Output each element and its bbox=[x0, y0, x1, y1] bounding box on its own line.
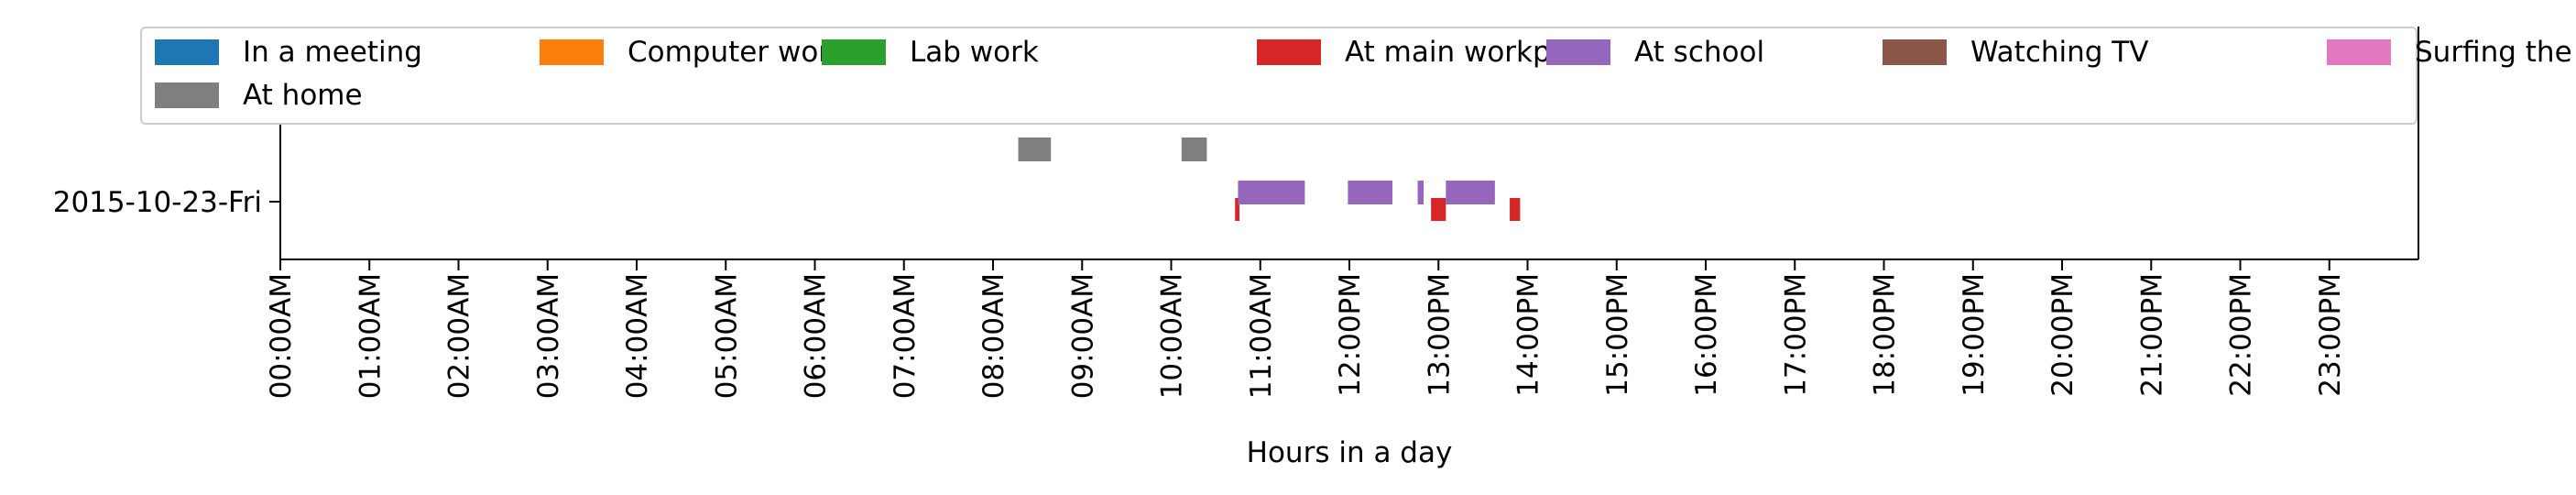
legend-item: Surfing the internet bbox=[2327, 36, 2576, 69]
bar-at-school bbox=[1238, 181, 1305, 204]
legend-swatch bbox=[1257, 39, 1321, 65]
x-tick-label: 18:00PM bbox=[1869, 273, 1902, 397]
legend-label: Lab work bbox=[910, 36, 1039, 69]
legend-swatch bbox=[540, 39, 604, 65]
bar-at-main-workplace bbox=[1431, 198, 1446, 221]
legend: In a meeting Computer work Lab work At main… bbox=[140, 27, 2576, 125]
legend-item: Lab work bbox=[822, 36, 1039, 69]
legend-swatch bbox=[1546, 39, 1610, 65]
legend-label: Computer work bbox=[628, 36, 846, 69]
legend-item: At home bbox=[155, 79, 363, 112]
x-tick-label: 07:00AM bbox=[889, 273, 922, 399]
x-tick-label: 08:00AM bbox=[977, 273, 1010, 399]
legend-swatch bbox=[155, 39, 219, 65]
x-tick-label: 09:00AM bbox=[1066, 273, 1099, 399]
x-tick-label: 00:00AM bbox=[265, 273, 298, 399]
x-tick-label: 03:00AM bbox=[532, 273, 565, 399]
legend-item: At school bbox=[1546, 36, 1764, 69]
x-axis-ticks: 00:00AM 01:00AM 02:00AM 03:00AM 04:00AM 05:00… bbox=[265, 259, 2347, 399]
x-tick-label: 14:00PM bbox=[1512, 273, 1545, 397]
bar-at-school bbox=[1417, 181, 1424, 204]
legend-label: At school bbox=[1634, 36, 1765, 69]
x-tick-label: 05:00AM bbox=[710, 273, 743, 399]
legend-swatch bbox=[2327, 39, 2391, 65]
x-tick-label: 01:00AM bbox=[354, 273, 387, 399]
x-tick-label: 10:00AM bbox=[1156, 273, 1189, 399]
x-tick-label: 23:00PM bbox=[2314, 273, 2347, 397]
bar-at-main-workplace bbox=[1235, 198, 1240, 221]
bar-at-school bbox=[1348, 181, 1393, 204]
legend-swatch bbox=[822, 39, 886, 65]
x-tick-label: 21:00PM bbox=[2135, 273, 2168, 397]
x-tick-label: 16:00PM bbox=[1690, 273, 1723, 397]
bar-at-main-workplace bbox=[1510, 198, 1521, 221]
activity-bars bbox=[1018, 138, 1521, 221]
x-tick-label: 19:00PM bbox=[1958, 273, 1991, 397]
y-axis-ticks: 2015-10-23-Fri bbox=[53, 186, 280, 219]
x-tick-label: 20:00PM bbox=[2047, 273, 2079, 397]
bar-at-home bbox=[1018, 138, 1052, 161]
x-tick-label: 02:00AM bbox=[443, 273, 476, 399]
legend-label: At home bbox=[243, 79, 363, 112]
x-tick-label: 17:00PM bbox=[1779, 273, 1812, 397]
x-tick-label: 04:00AM bbox=[621, 273, 654, 399]
legend-label: Watching TV bbox=[1970, 36, 2149, 69]
x-tick-label: 12:00PM bbox=[1334, 273, 1367, 397]
bar-at-school bbox=[1446, 181, 1495, 204]
legend-item: Watching TV bbox=[1883, 36, 2148, 69]
legend-label: Surfing the internet bbox=[2415, 36, 2576, 69]
y-tick-label: 2015-10-23-Fri bbox=[53, 186, 262, 219]
x-tick-label: 15:00PM bbox=[1601, 273, 1634, 397]
legend-item: In a meeting bbox=[155, 36, 422, 69]
x-tick-label: 13:00PM bbox=[1423, 273, 1456, 397]
legend-item: Computer work bbox=[540, 36, 846, 69]
legend-swatch bbox=[1883, 39, 1947, 65]
x-axis-label: Hours in a day bbox=[1247, 436, 1453, 469]
legend-swatch bbox=[155, 82, 219, 108]
x-tick-label: 22:00PM bbox=[2225, 273, 2258, 397]
x-tick-label: 11:00AM bbox=[1245, 273, 1278, 399]
bar-at-home bbox=[1181, 138, 1207, 161]
x-tick-label: 06:00AM bbox=[800, 273, 833, 399]
legend-label: In a meeting bbox=[243, 36, 422, 69]
